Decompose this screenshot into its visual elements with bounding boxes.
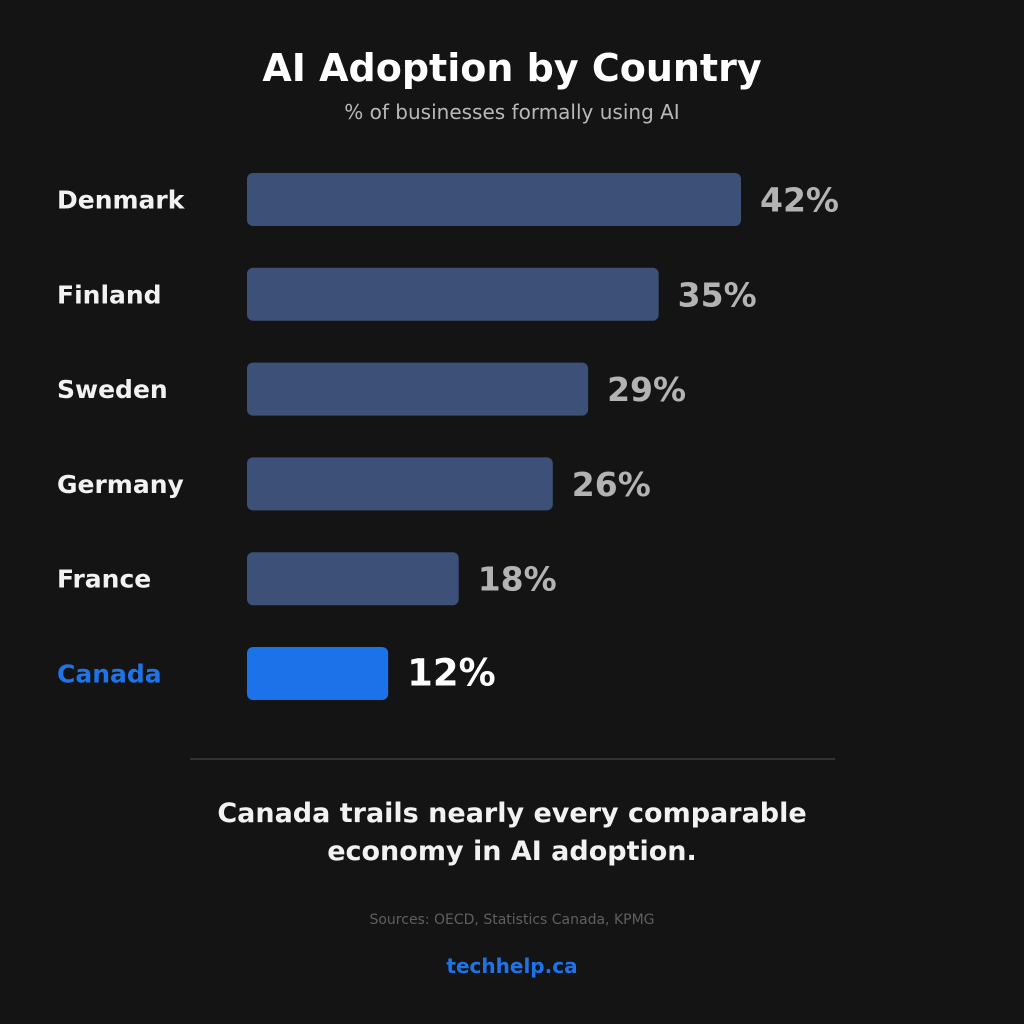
chart-title: AI Adoption by Country xyxy=(262,46,762,90)
sources-note: Sources: OECD, Statistics Canada, KPMG xyxy=(369,912,655,928)
category-label-sweden: Sweden xyxy=(57,375,168,404)
divider xyxy=(190,758,835,760)
value-label-denmark: 42% xyxy=(760,181,839,220)
value-label-france: 18% xyxy=(478,560,557,599)
category-label-finland: Finland xyxy=(57,280,162,309)
chart-subtitle: % of businesses formally using AI xyxy=(344,100,680,124)
takeaway-line-2: economy in AI adoption. xyxy=(327,836,697,867)
category-label-canada: Canada xyxy=(57,660,162,689)
bar-sweden xyxy=(247,362,589,416)
category-label-denmark: Denmark xyxy=(57,186,186,215)
category-label-germany: Germany xyxy=(57,470,184,499)
value-label-canada: 12% xyxy=(407,652,496,695)
value-label-germany: 26% xyxy=(572,465,651,504)
value-label-sweden: 29% xyxy=(607,370,686,409)
takeaway-text: Canada trails nearly every comparable ec… xyxy=(0,795,1024,871)
bar-germany xyxy=(247,457,553,511)
takeaway-line-1: Canada trails nearly every comparable xyxy=(217,798,807,829)
value-label-finland: 35% xyxy=(678,275,757,314)
bar-denmark xyxy=(247,173,741,226)
bar-france xyxy=(247,552,459,606)
bar-finland xyxy=(247,267,659,321)
bar-canada xyxy=(247,647,389,700)
brand-link[interactable]: techhelp.ca xyxy=(446,954,578,978)
bar-chart: Denmark 42% Finland 35% Sweden 29% Germany 26% F… xyxy=(57,173,839,700)
category-label-france: France xyxy=(57,565,151,594)
